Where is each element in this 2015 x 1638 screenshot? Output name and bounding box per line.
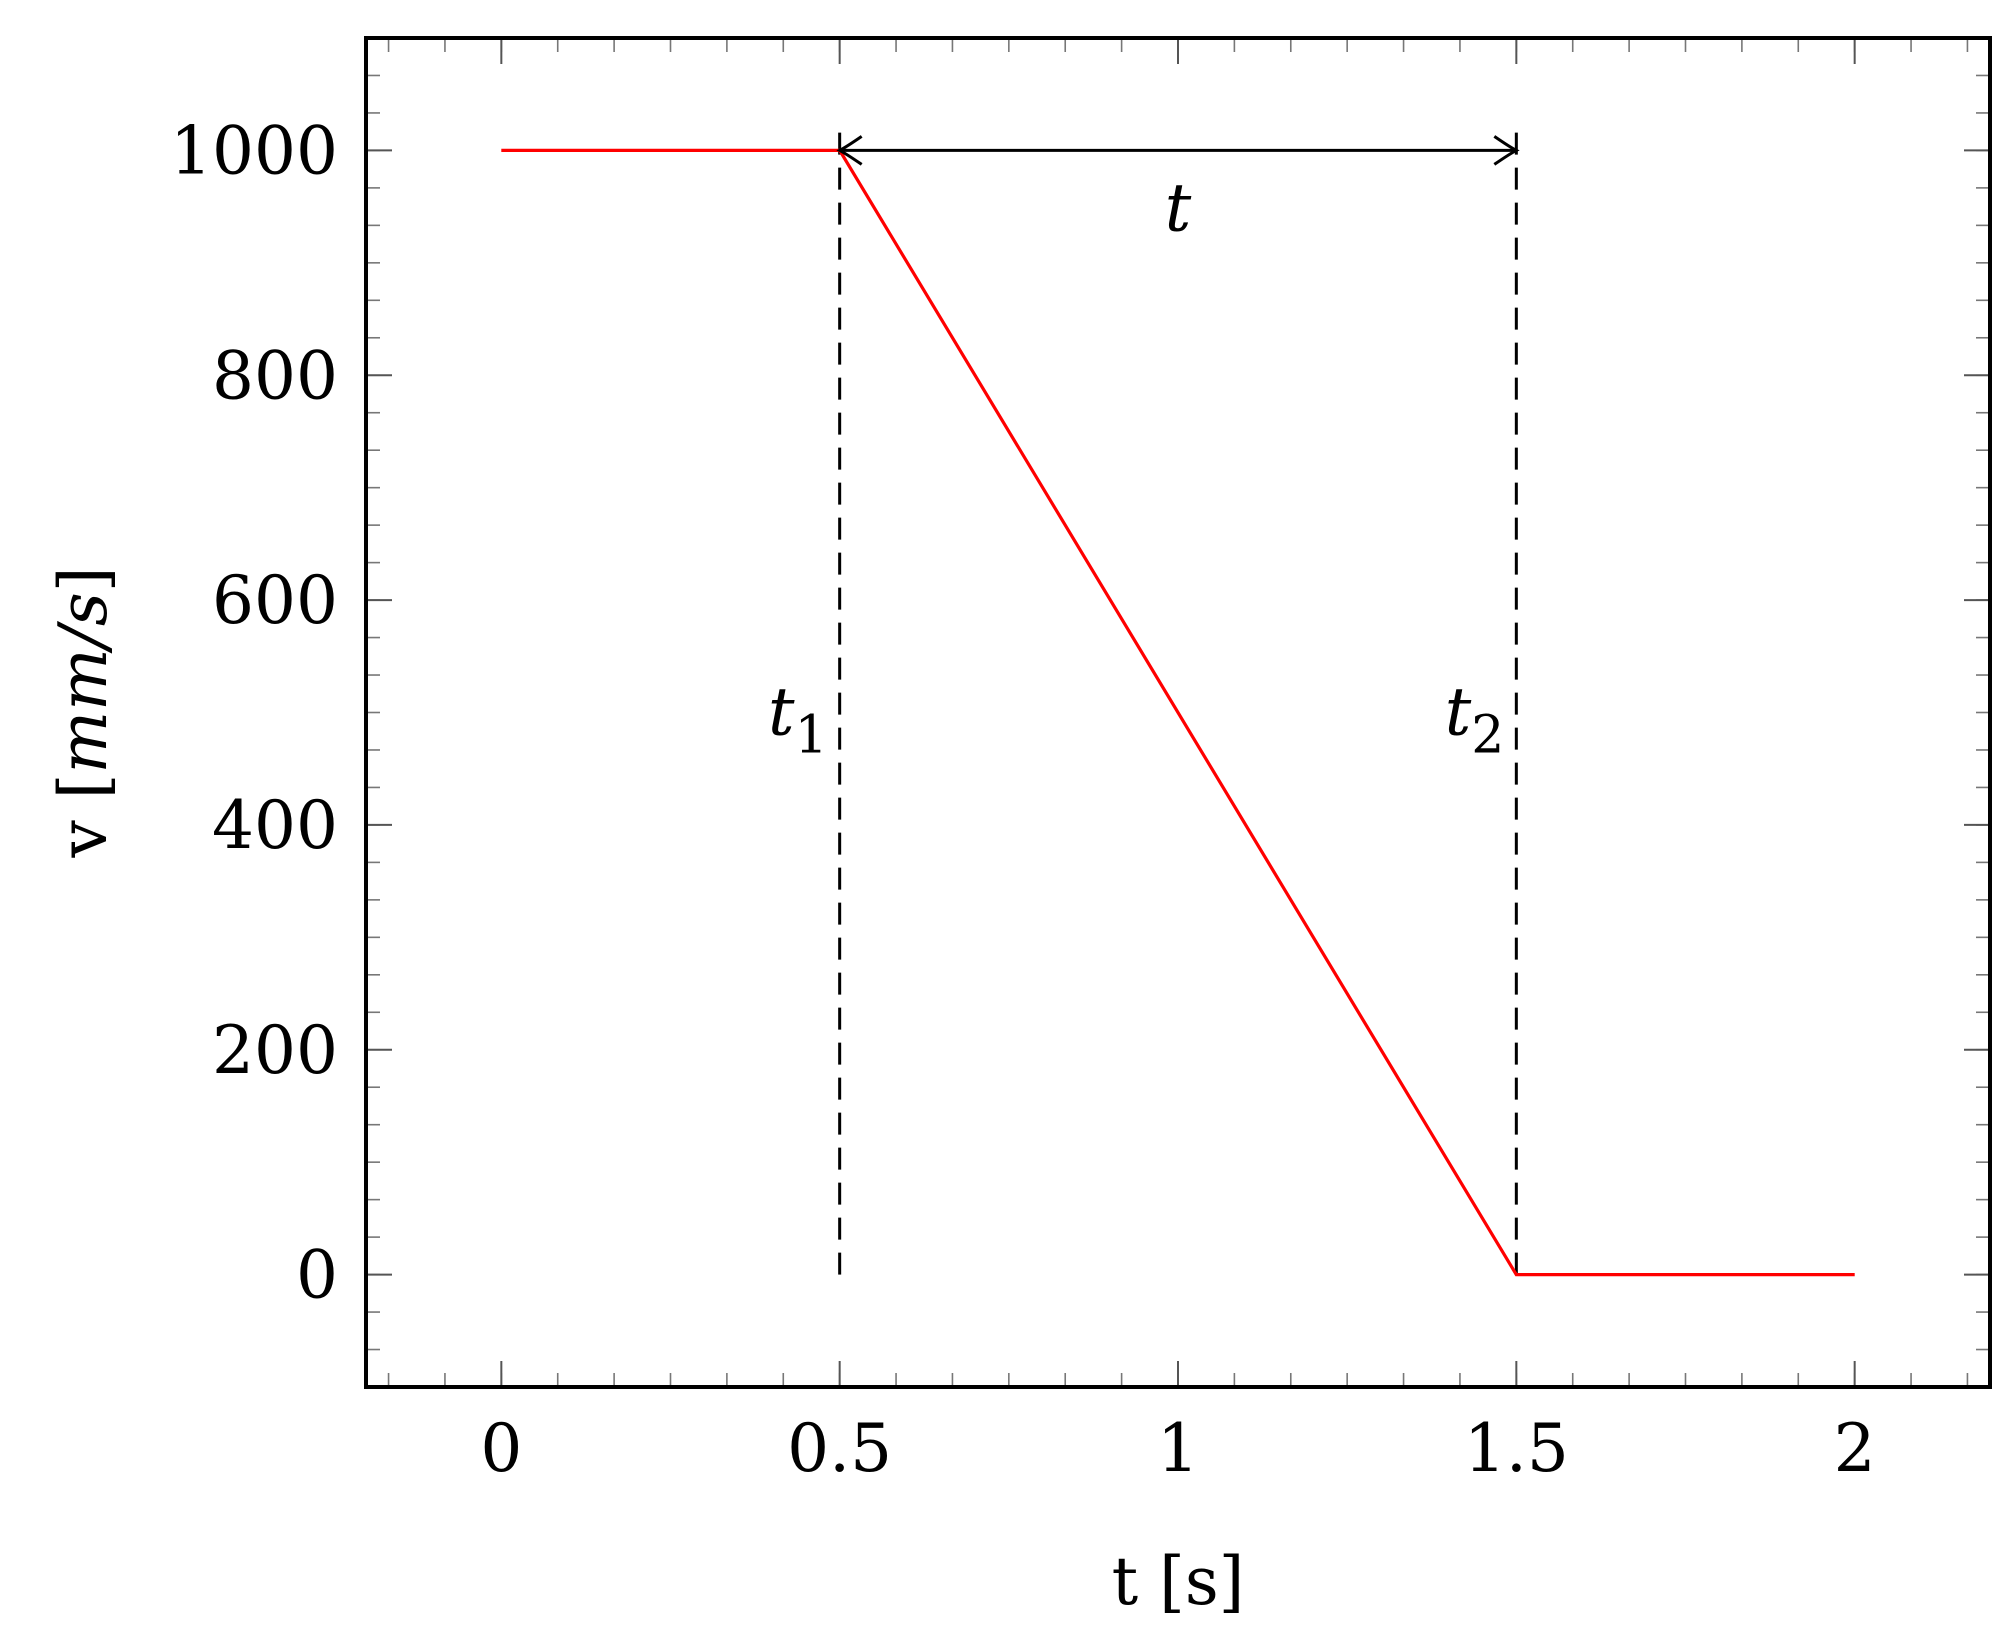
interval-arrow-head-left <box>836 135 863 166</box>
x-tick-label: 2 <box>1834 1410 1876 1487</box>
marker-label-t2: t2 <box>1445 674 1505 766</box>
interval-arrow-head-right <box>1493 135 1520 166</box>
y-tick-label: 800 <box>212 337 338 414</box>
interval-arrow-label: t <box>1165 169 1192 246</box>
x-tick-label: 1.5 <box>1464 1410 1569 1487</box>
marker-label-t1: t1 <box>768 674 828 766</box>
x-tick-label: 0 <box>480 1410 522 1487</box>
interval-arrow-group: t <box>836 135 1520 246</box>
x-axis-label: t [s] <box>1112 1543 1245 1620</box>
series-group <box>501 148 1855 1277</box>
y-axis-label-part: mm/s <box>45 592 122 773</box>
x-tick-label: 1 <box>1157 1410 1199 1487</box>
y-tick-label: 200 <box>212 1012 338 1089</box>
major-ticks <box>366 38 1990 1387</box>
y-tick-label: 0 <box>296 1237 338 1314</box>
y-axis-label-part: v [ <box>45 774 122 859</box>
marker-subscript: 2 <box>1471 706 1504 766</box>
y-tick-label: 400 <box>212 787 338 864</box>
marker-subscript: 1 <box>795 706 828 766</box>
series-line <box>501 148 1855 1277</box>
vertical-markers: t1 t2 <box>768 130 1518 1275</box>
minor-ticks <box>366 37 1990 1388</box>
y-tick-label: 600 <box>212 562 338 639</box>
y-tick-label: 1000 <box>170 112 338 189</box>
plot-frame <box>364 36 1992 1389</box>
x-tick-label: 0.5 <box>787 1410 892 1487</box>
y-axis-label: v [mm/s] <box>45 566 122 858</box>
tick-labels: 0 0.5 1 1.5 2 0 200 400 600 800 1000 <box>170 112 1876 1487</box>
y-axis-label-part: ] <box>45 566 122 592</box>
